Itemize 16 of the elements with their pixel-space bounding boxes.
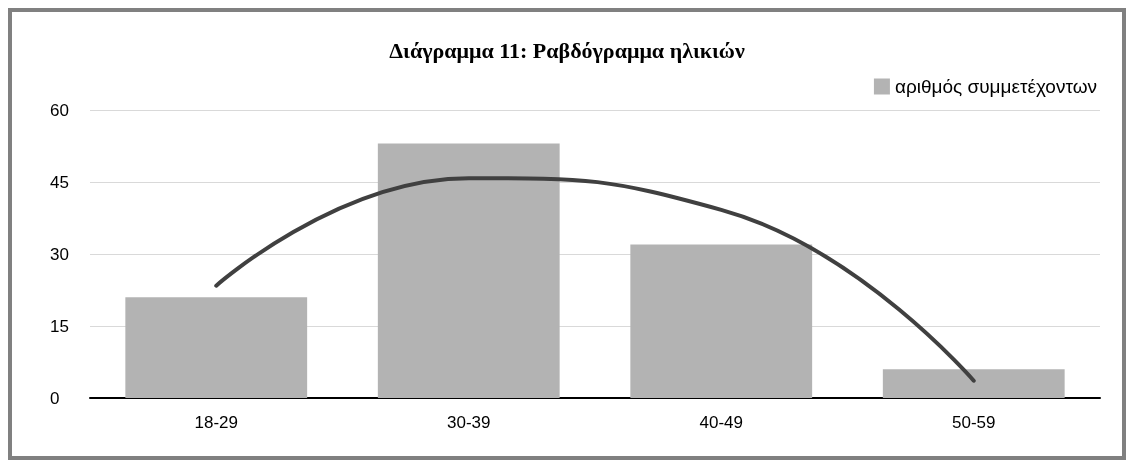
y-tick-label: 30 [50,244,69,264]
chart-title: Διάγραμμα 11: Ραβδόγραμμα ηλικιών [389,37,745,63]
bar [377,143,560,398]
x-tick-label: 18-29 [194,413,238,432]
y-tick-label: 60 [50,100,69,120]
line-series [214,176,976,383]
legend-label: αριθμός συμμετέχοντων [894,76,1098,97]
y-tick-label: 45 [50,172,69,192]
y-tick-label: 0 [50,388,60,408]
bar [125,297,308,398]
x-tick-label: 30-39 [447,413,491,432]
bar [630,244,813,398]
bar [882,369,1065,398]
x-tick-label: 40-49 [699,413,743,432]
y-tick-label: 15 [50,316,69,336]
x-tick-label: 50-59 [952,413,996,432]
